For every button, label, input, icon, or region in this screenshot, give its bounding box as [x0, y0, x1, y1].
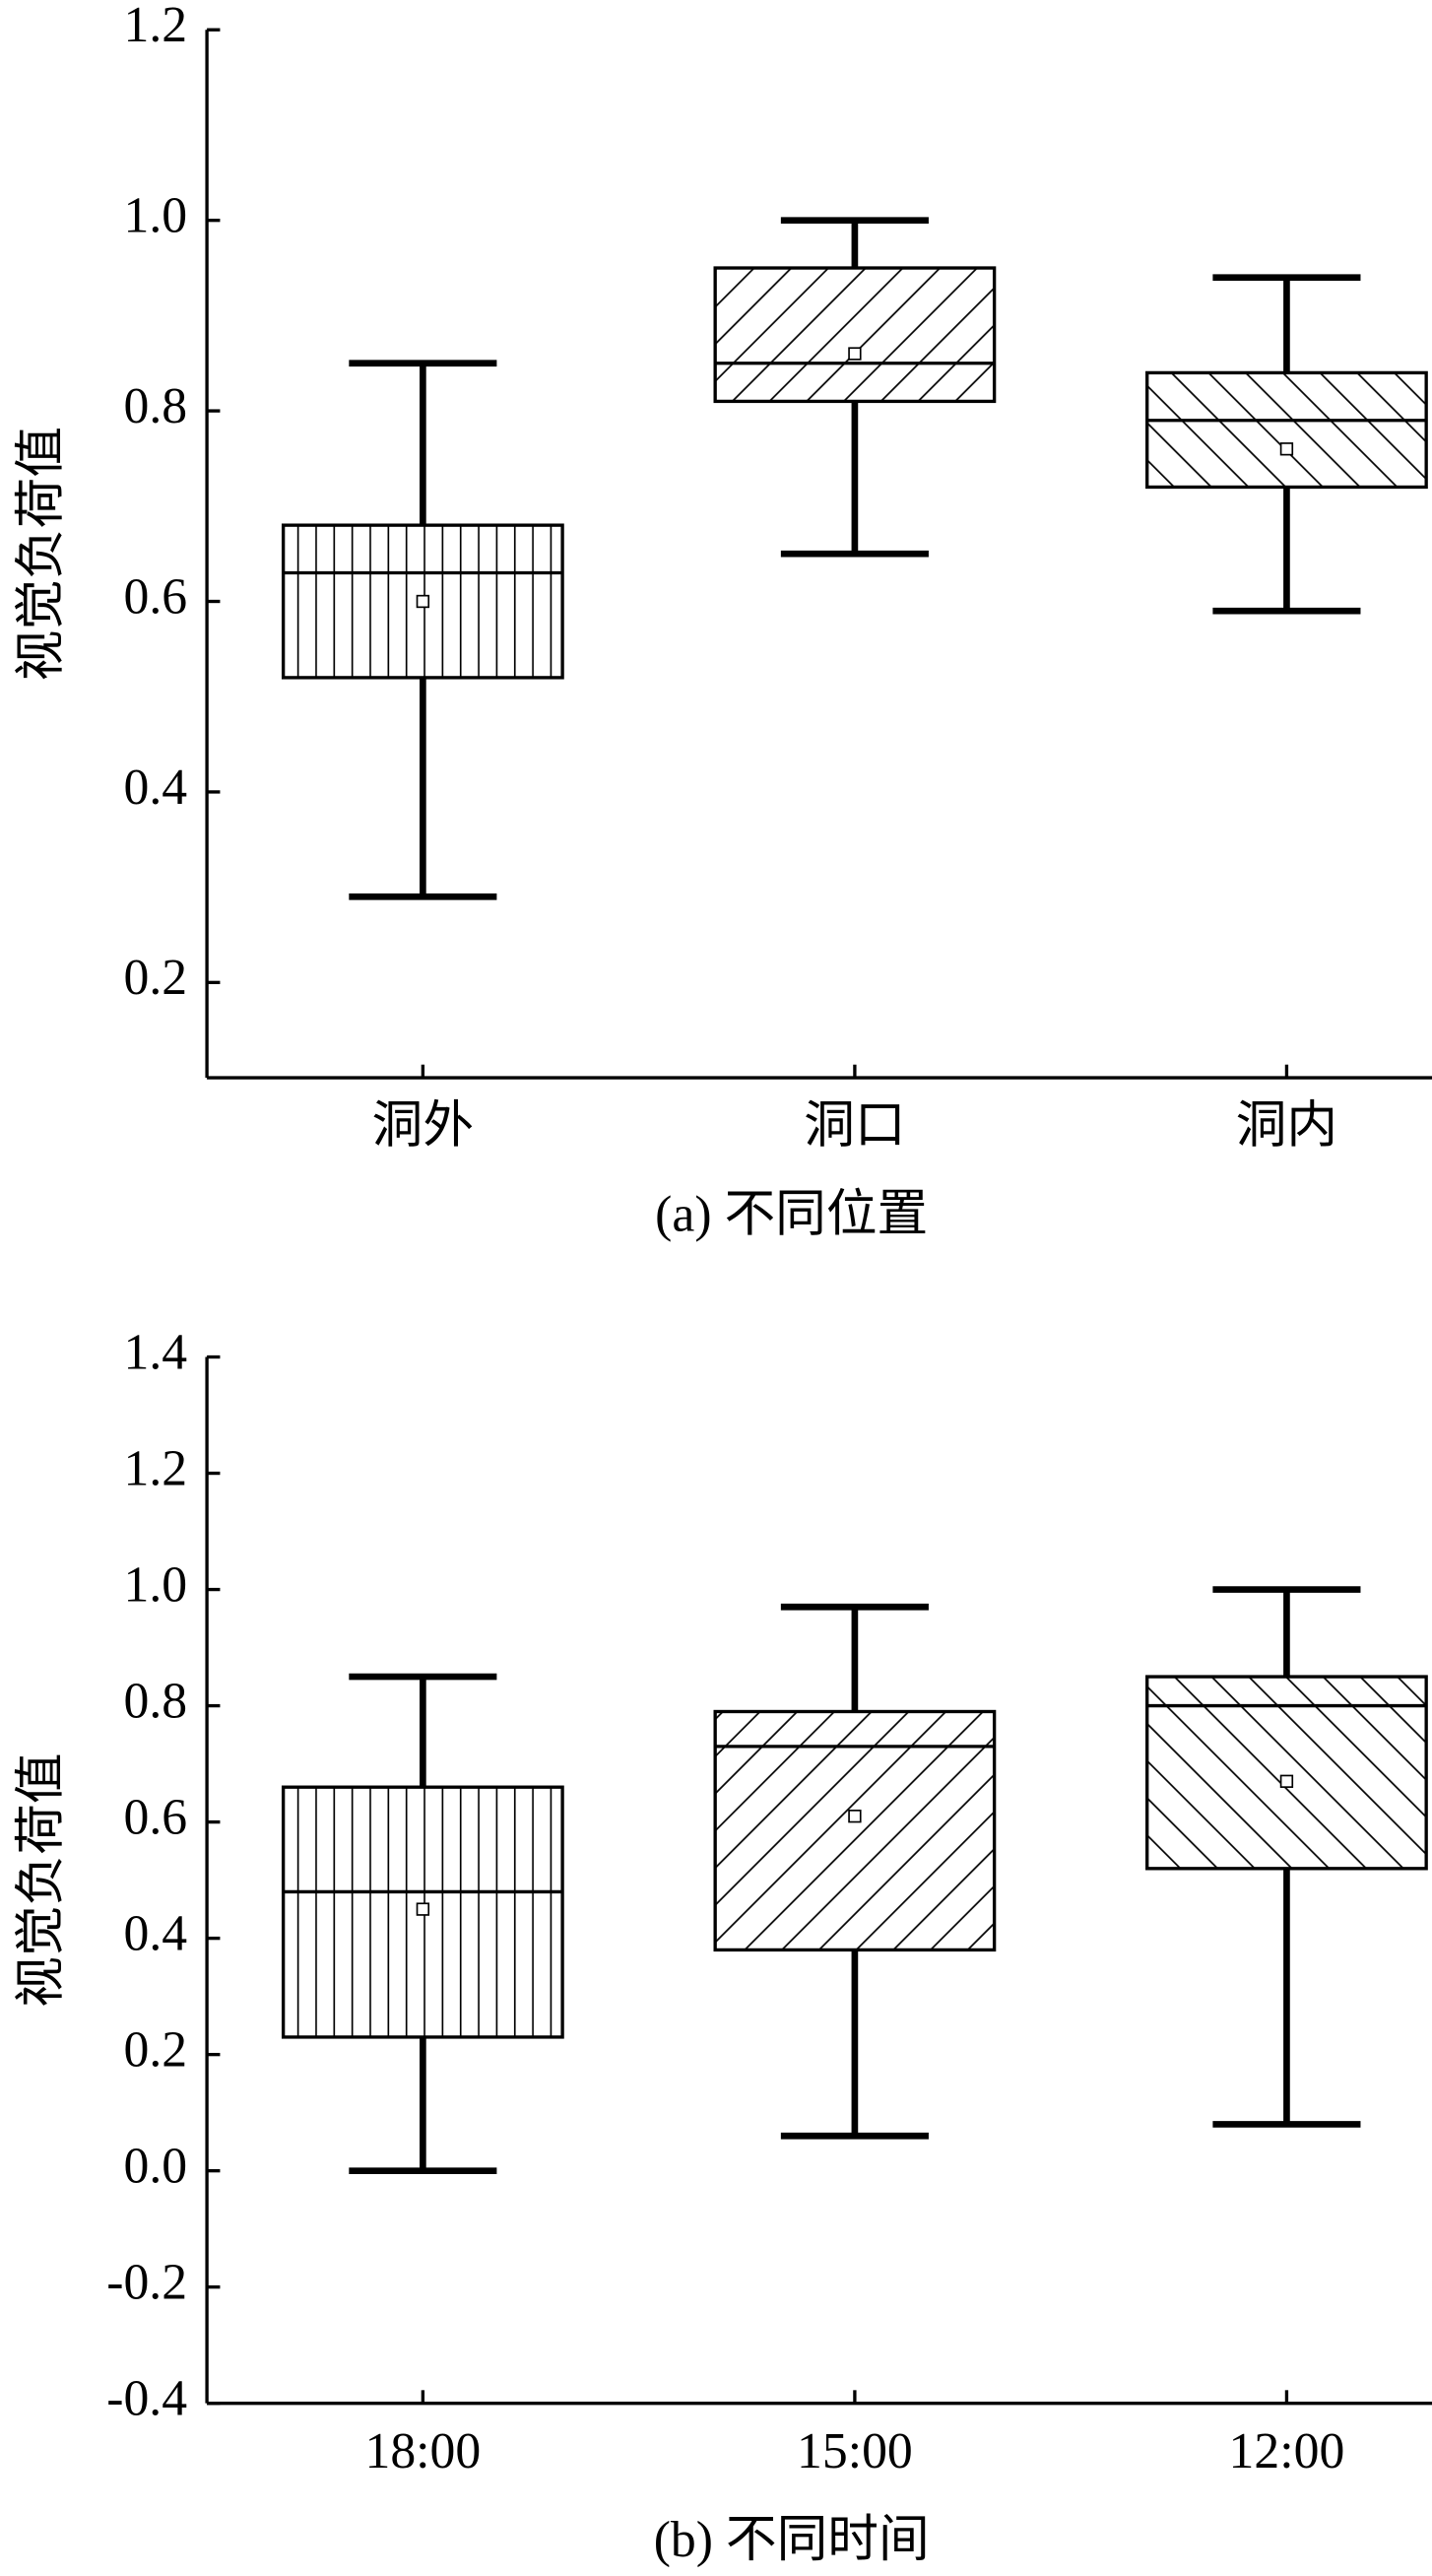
box	[713, 266, 997, 404]
x-tick-label: 洞口	[804, 1097, 905, 1154]
y-tick-label: 0.2	[123, 2021, 187, 2078]
y-tick-label: 0.6	[123, 568, 187, 625]
y-tick-label: 1.2	[123, 1440, 187, 1496]
x-tick-label: 洞外	[372, 1097, 474, 1154]
y-tick-label: 1.0	[123, 1556, 187, 1613]
x-axis-label: (a) 不同位置	[655, 1186, 928, 1242]
y-tick-label: 0.2	[123, 950, 187, 1006]
x-tick-label: 18:00	[364, 2423, 481, 2479]
mean	[1279, 1774, 1294, 1788]
y-tick-label: 0.8	[123, 1673, 187, 1729]
y-tick-label: 1.4	[123, 1324, 187, 1380]
y-tick-label: -0.2	[106, 2255, 187, 2311]
mean	[416, 594, 430, 609]
y-tick-label: 0.4	[123, 1905, 187, 1961]
y-tick-label: -0.4	[106, 2371, 187, 2427]
y-axis-label: 视觉负荷值	[14, 427, 70, 681]
mean	[848, 1810, 862, 1823]
y-tick-label: 1.2	[123, 0, 187, 53]
y-tick-label: 0.0	[123, 2139, 187, 2195]
x-tick-label: 12:00	[1229, 2423, 1345, 2479]
y-tick-label: 0.6	[123, 1789, 187, 1845]
y-tick-label: 0.8	[123, 378, 187, 434]
mean	[1279, 442, 1294, 456]
y-tick-label: 0.4	[123, 760, 187, 816]
box	[1145, 1675, 1428, 1871]
box	[713, 1709, 997, 1952]
x-tick-label: 洞内	[1236, 1097, 1337, 1154]
mean	[848, 347, 862, 361]
y-tick-label: 1.0	[123, 188, 187, 244]
box	[1145, 370, 1428, 490]
mean	[416, 1902, 430, 1916]
y-axis-label: 视觉负荷值	[14, 1752, 70, 2007]
x-tick-label: 15:00	[797, 2423, 913, 2479]
x-axis-label: (b) 不同时间	[654, 2512, 930, 2568]
